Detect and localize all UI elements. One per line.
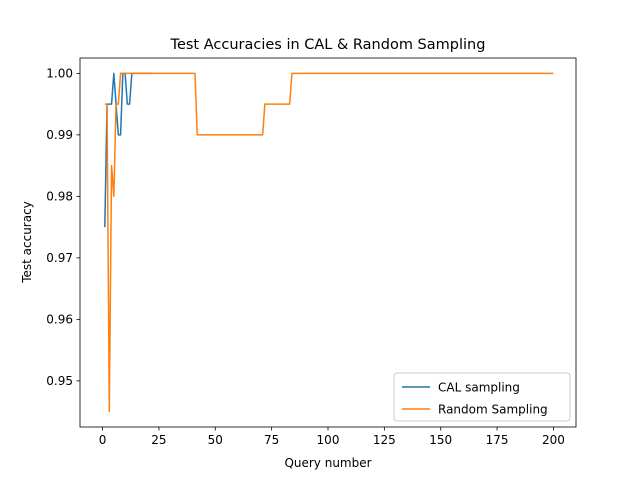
y-axis-label: Test accuracy bbox=[20, 201, 34, 284]
y-tick-label: 1.00 bbox=[46, 66, 73, 80]
chart-title: Test Accuracies in CAL & Random Sampling bbox=[170, 37, 486, 53]
plot-area: 0 25 50 75 100 125 150 175 200 0.95 0.96 0.97 0.98 0.… bbox=[46, 57, 577, 447]
x-tick-label: 175 bbox=[486, 433, 509, 447]
x-tick-label: 200 bbox=[542, 433, 565, 447]
y-tick-label: 0.98 bbox=[46, 189, 73, 203]
y-tick-label: 0.96 bbox=[46, 312, 73, 326]
y-tick-label: 0.97 bbox=[46, 251, 73, 265]
legend-box bbox=[393, 372, 571, 422]
x-tick-label: 75 bbox=[264, 433, 279, 447]
x-tick-label: 0 bbox=[99, 433, 107, 447]
series-line-random-sampling bbox=[104, 72, 554, 413]
x-tick-label: 100 bbox=[317, 433, 340, 447]
x-axis-label: Query number bbox=[284, 456, 371, 470]
y-tick-label: 0.95 bbox=[46, 374, 73, 388]
y-tick-label: 0.99 bbox=[46, 128, 73, 142]
legend-label: Random Sampling bbox=[438, 403, 548, 417]
x-tick-label: 25 bbox=[151, 433, 166, 447]
legend-label: CAL sampling bbox=[438, 381, 520, 395]
x-tick-label: 150 bbox=[429, 433, 452, 447]
x-tick-label: 125 bbox=[373, 433, 396, 447]
x-tick-label: 50 bbox=[208, 433, 223, 447]
